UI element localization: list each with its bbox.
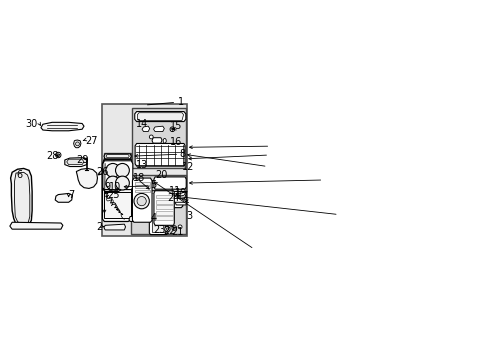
Polygon shape: [149, 214, 167, 235]
Text: 4: 4: [150, 213, 156, 222]
Text: 12: 12: [182, 162, 194, 171]
Polygon shape: [153, 126, 164, 131]
Circle shape: [137, 197, 146, 206]
Polygon shape: [11, 168, 32, 228]
Polygon shape: [129, 216, 142, 221]
Bar: [102, 104, 187, 236]
Polygon shape: [55, 193, 72, 202]
Polygon shape: [15, 172, 30, 225]
Circle shape: [170, 127, 174, 131]
Bar: [156, 216, 172, 220]
Text: 11: 11: [168, 186, 181, 196]
Text: 10: 10: [109, 182, 121, 192]
Polygon shape: [41, 122, 84, 131]
Text: 18: 18: [133, 173, 145, 183]
Polygon shape: [104, 154, 131, 159]
Text: 20: 20: [155, 170, 167, 180]
Text: 6: 6: [16, 170, 22, 180]
Polygon shape: [154, 177, 186, 189]
Polygon shape: [132, 178, 152, 222]
Polygon shape: [10, 222, 63, 229]
Polygon shape: [102, 159, 131, 221]
Polygon shape: [104, 192, 131, 219]
Text: 17: 17: [177, 191, 189, 201]
Polygon shape: [103, 182, 121, 192]
Text: 19: 19: [175, 188, 187, 198]
Bar: [131, 175, 185, 234]
Text: 29: 29: [76, 155, 88, 165]
Text: 28: 28: [47, 151, 59, 161]
Text: 14: 14: [136, 119, 148, 129]
Bar: [132, 108, 185, 168]
Text: 24: 24: [167, 193, 180, 203]
Polygon shape: [142, 126, 149, 131]
Text: 23: 23: [153, 225, 165, 235]
Text: 7: 7: [68, 190, 75, 199]
Polygon shape: [135, 144, 184, 166]
Polygon shape: [66, 159, 84, 165]
Text: 13: 13: [136, 160, 148, 170]
Text: 30: 30: [25, 119, 38, 129]
Polygon shape: [102, 161, 133, 190]
Polygon shape: [74, 140, 81, 148]
Polygon shape: [65, 158, 87, 167]
Circle shape: [149, 135, 153, 139]
Polygon shape: [76, 168, 97, 188]
Circle shape: [106, 163, 120, 177]
Text: 22: 22: [163, 226, 175, 236]
Polygon shape: [152, 138, 162, 143]
Bar: [135, 182, 150, 185]
Bar: [156, 205, 172, 209]
Bar: [156, 200, 172, 204]
Polygon shape: [104, 224, 125, 230]
Circle shape: [108, 185, 113, 189]
Circle shape: [166, 228, 168, 230]
Text: 5: 5: [150, 180, 157, 190]
Polygon shape: [135, 112, 185, 122]
Text: 27: 27: [85, 136, 98, 146]
Circle shape: [164, 226, 170, 232]
Bar: [138, 193, 165, 216]
Text: 1: 1: [178, 97, 184, 107]
Bar: [156, 195, 172, 198]
Text: 2: 2: [97, 222, 103, 232]
Polygon shape: [175, 195, 186, 205]
Polygon shape: [137, 113, 183, 120]
Text: 8: 8: [179, 149, 184, 159]
Circle shape: [76, 142, 79, 146]
Polygon shape: [104, 159, 131, 192]
Bar: [152, 216, 165, 232]
Text: 25: 25: [107, 190, 120, 201]
Text: 9: 9: [104, 182, 110, 192]
Ellipse shape: [163, 139, 166, 143]
Circle shape: [172, 226, 176, 230]
Circle shape: [56, 152, 61, 158]
Circle shape: [178, 225, 182, 229]
Circle shape: [57, 154, 60, 156]
Circle shape: [134, 193, 149, 209]
Circle shape: [106, 176, 120, 190]
Bar: [156, 211, 172, 215]
Text: 3: 3: [185, 211, 192, 221]
Circle shape: [115, 163, 129, 177]
Text: 26: 26: [97, 167, 109, 176]
Text: 21: 21: [171, 227, 183, 237]
Text: 16: 16: [169, 137, 182, 147]
Text: 15: 15: [169, 121, 182, 131]
Bar: [135, 190, 150, 192]
Bar: [135, 186, 150, 188]
Polygon shape: [173, 192, 186, 202]
Bar: [104, 153, 131, 220]
Circle shape: [173, 227, 175, 229]
Polygon shape: [135, 191, 168, 219]
Polygon shape: [154, 191, 174, 225]
Polygon shape: [106, 154, 129, 158]
Polygon shape: [167, 198, 183, 208]
Circle shape: [115, 176, 129, 190]
